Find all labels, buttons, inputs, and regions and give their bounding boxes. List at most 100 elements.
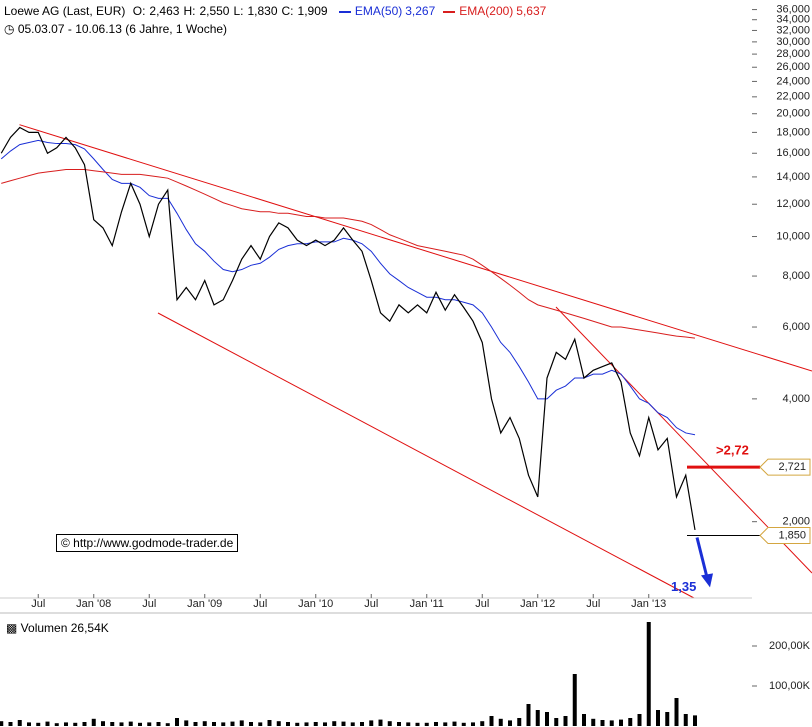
volume-bar <box>471 722 475 726</box>
y-tick-label: 26,000 <box>776 61 810 73</box>
volume-bar <box>489 716 494 726</box>
volume-bar <box>221 722 226 726</box>
y-tick-label: 12,000 <box>776 198 810 210</box>
volume-bar <box>119 722 124 726</box>
volume-bar <box>582 714 586 726</box>
volume-bar <box>295 722 300 726</box>
volume-bar <box>128 721 133 726</box>
volume-bar <box>193 722 198 726</box>
x-tick-label: Jan '11 <box>410 598 444 610</box>
volume-bar <box>554 718 559 726</box>
volume-bar <box>147 722 152 726</box>
volume-bar <box>110 722 115 726</box>
ohlc-key: L: <box>233 4 244 18</box>
volume-bar <box>165 723 170 726</box>
x-tick-label: Jan '09 <box>187 598 222 610</box>
volume-bar <box>480 721 485 726</box>
level-label: 1,850 <box>778 529 806 541</box>
arrow-head <box>701 573 713 588</box>
annotation: >2,72 <box>716 443 749 458</box>
y-tick-label: 28,000 <box>776 48 810 60</box>
legend-name: EMA(200) <box>459 4 514 18</box>
volume-bar <box>637 714 642 726</box>
x-tick-label: Jan '08 <box>76 598 111 610</box>
period: ◷ 05.03.07 - 10.06.13 (6 Jahre, 1 Woche) <box>4 22 228 36</box>
x-tick-label: Jul <box>142 598 156 610</box>
x-tick-label: Jul <box>364 598 378 610</box>
volume-bar <box>276 721 281 726</box>
volume-bar <box>628 718 633 726</box>
y-tick-label: 4,000 <box>782 393 810 405</box>
volume-bar <box>323 722 327 726</box>
x-tick-label: Jul <box>253 598 267 610</box>
volume-bar <box>646 622 651 726</box>
volume-bar <box>101 721 105 726</box>
ohlc-value: 2,550 <box>199 4 230 18</box>
volume-bar <box>0 721 4 726</box>
volume-bar <box>175 718 179 726</box>
volume-bar <box>461 722 466 726</box>
header-line: Loewe AG (Last, EUR) O: 2,463 H: 2,550 L: 1,8… <box>4 2 558 20</box>
volume-bar <box>443 722 448 726</box>
x-tick-label: Jul <box>586 598 600 610</box>
volume-bar <box>64 722 68 726</box>
annotation: 1,35 <box>671 579 696 594</box>
y-tick-label: 10,000 <box>776 230 810 242</box>
volume-bar <box>156 722 161 726</box>
volume-bar <box>378 719 383 726</box>
volume-bar <box>82 722 87 726</box>
volume-legend: ▩ Volumen 26,54K <box>6 621 109 635</box>
volume-bar <box>184 720 189 726</box>
volume-bar <box>619 719 623 726</box>
level-box <box>759 526 811 544</box>
volume-bar <box>693 715 697 726</box>
y-tick-label: 6,000 <box>782 321 810 333</box>
volume-bar <box>434 722 438 726</box>
volume-bar <box>249 722 253 726</box>
ohlc-value: 2,463 <box>149 4 180 18</box>
volume-bar <box>415 722 420 726</box>
volume-bar <box>674 698 679 726</box>
volume-bar <box>304 722 309 726</box>
volume-bar <box>239 720 244 726</box>
price-line <box>0 126 696 531</box>
legend: EMA(50) 3,267 EMA(200) 5,637 <box>338 4 554 18</box>
volume-bar <box>683 714 688 726</box>
volume-bar <box>332 721 337 726</box>
volume-name: Volumen <box>20 621 68 635</box>
ema-line <box>1 168 696 339</box>
volume-tick-label: 200,00K <box>769 640 811 652</box>
volume-bar <box>369 720 374 726</box>
x-tick-label: Jan '12 <box>520 598 555 610</box>
volume-bar <box>656 710 660 726</box>
copyright: © http://www.godmode-trader.de <box>56 534 239 552</box>
ohlc-key: C: <box>281 4 294 18</box>
volume-bar <box>498 718 503 726</box>
volume-bar <box>387 721 392 726</box>
trend-line <box>19 124 812 372</box>
volume-bar <box>45 721 50 726</box>
y-tick-label: 18,000 <box>776 126 810 138</box>
ohlc-value: 1,830 <box>247 4 278 18</box>
volume-bar <box>591 718 596 726</box>
volume-bar <box>138 722 142 726</box>
x-tick-label: Jul <box>475 598 489 610</box>
volume-bar <box>202 721 207 726</box>
volume-bar <box>212 722 216 726</box>
volume-bar <box>665 712 670 726</box>
volume-bar <box>17 720 22 726</box>
volume-last: 26,54K <box>70 621 109 635</box>
x-tick-label: Jul <box>31 598 45 610</box>
header: Loewe AG (Last, EUR) O: 2,463 H: 2,550 L: 1,8… <box>4 2 558 38</box>
y-tick-label: 30,000 <box>776 36 810 48</box>
volume-bar <box>452 721 457 726</box>
volume-bar <box>54 723 59 726</box>
ohlc-key: O: <box>132 4 146 18</box>
volume-bar <box>609 720 614 726</box>
volume-bar <box>360 722 364 726</box>
legend-last: 5,637 <box>516 4 547 18</box>
ema-line <box>0 139 696 436</box>
y-tick-label: 36,000 <box>776 3 810 15</box>
volume-bar <box>313 722 318 726</box>
